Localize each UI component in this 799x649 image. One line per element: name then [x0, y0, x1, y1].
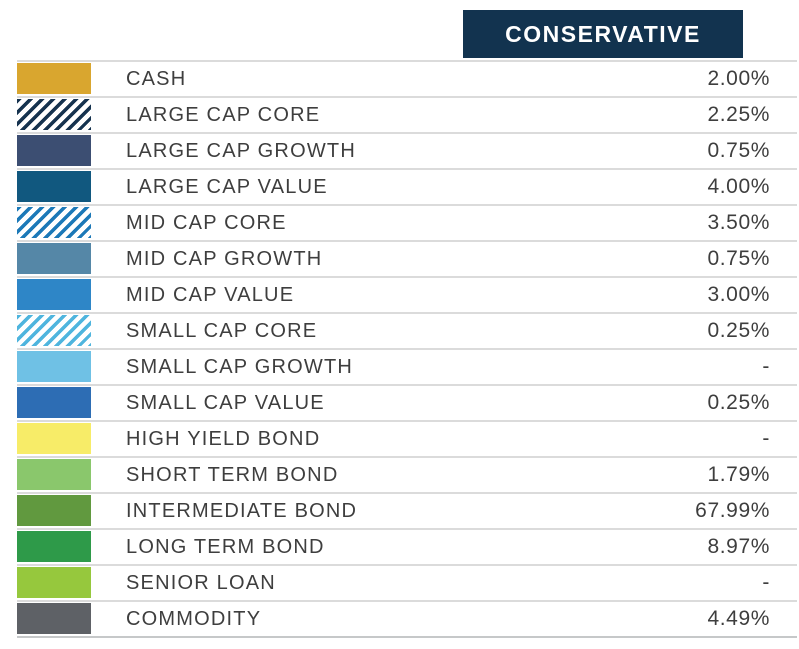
allocation-value: - [762, 571, 770, 594]
color-swatch [17, 279, 91, 310]
table-row: SENIOR LOAN - [17, 566, 797, 602]
color-swatch [17, 351, 91, 382]
table-row: LARGE CAP GROWTH 0.75% [17, 134, 797, 170]
asset-class-label: CASH [126, 67, 187, 90]
allocation-value: 0.75% [707, 247, 770, 270]
table-row: INTERMEDIATE BOND 67.99% [17, 494, 797, 530]
asset-class-label: LONG TERM BOND [126, 535, 325, 558]
asset-class-label: INTERMEDIATE BOND [126, 499, 358, 522]
color-swatch [17, 315, 91, 346]
asset-class-label: MID CAP GROWTH [126, 247, 323, 270]
color-swatch [17, 387, 91, 418]
table-row: COMMODITY 4.49% [17, 602, 797, 638]
color-swatch [17, 495, 91, 526]
allocation-value: - [762, 427, 770, 450]
asset-class-label: LARGE CAP GROWTH [126, 139, 356, 162]
asset-class-label: SMALL CAP CORE [126, 319, 318, 342]
allocation-value: 2.00% [707, 67, 770, 90]
asset-class-label: LARGE CAP VALUE [126, 175, 328, 198]
color-swatch [17, 99, 91, 130]
color-swatch [17, 135, 91, 166]
table-row: MID CAP VALUE 3.00% [17, 278, 797, 314]
color-swatch [17, 567, 91, 598]
allocation-value: 3.00% [707, 283, 770, 306]
table-row: MID CAP GROWTH 0.75% [17, 242, 797, 278]
color-swatch [17, 63, 91, 94]
allocation-value: 0.25% [707, 391, 770, 414]
asset-class-label: COMMODITY [126, 607, 262, 630]
table-row: HIGH YIELD BOND - [17, 422, 797, 458]
allocation-value: 4.49% [707, 607, 770, 630]
column-header-conservative: CONSERVATIVE [463, 10, 743, 58]
allocation-value: 2.25% [707, 103, 770, 126]
asset-class-label: HIGH YIELD BOND [126, 427, 321, 450]
table-row: SMALL CAP CORE 0.25% [17, 314, 797, 350]
asset-class-label: LARGE CAP CORE [126, 103, 321, 126]
table-row: LONG TERM BOND 8.97% [17, 530, 797, 566]
allocation-value: 1.79% [707, 463, 770, 486]
allocation-value: 0.75% [707, 139, 770, 162]
allocation-value: 4.00% [707, 175, 770, 198]
asset-class-label: SMALL CAP GROWTH [126, 355, 354, 378]
allocation-value: 0.25% [707, 319, 770, 342]
color-swatch [17, 603, 91, 634]
asset-class-label: SENIOR LOAN [126, 571, 276, 594]
table-row: SHORT TERM BOND 1.79% [17, 458, 797, 494]
table-row: CASH 2.00% [17, 62, 797, 98]
color-swatch [17, 459, 91, 490]
asset-class-label: SHORT TERM BOND [126, 463, 339, 486]
color-swatch [17, 531, 91, 562]
asset-class-label: MID CAP CORE [126, 211, 287, 234]
table-row: MID CAP CORE 3.50% [17, 206, 797, 242]
asset-class-label: SMALL CAP VALUE [126, 391, 325, 414]
table-row: LARGE CAP CORE 2.25% [17, 98, 797, 134]
table-row: SMALL CAP GROWTH - [17, 350, 797, 386]
allocation-value: 3.50% [707, 211, 770, 234]
allocation-value: - [762, 355, 770, 378]
color-swatch [17, 207, 91, 238]
color-swatch [17, 243, 91, 274]
table-row: LARGE CAP VALUE 4.00% [17, 170, 797, 206]
allocation-value: 67.99% [695, 499, 770, 522]
allocation-value: 8.97% [707, 535, 770, 558]
color-swatch [17, 171, 91, 202]
asset-class-label: MID CAP VALUE [126, 283, 295, 306]
allocation-table: CASH 2.00% LARGE CAP CORE 2.25% LARGE CA… [17, 60, 797, 638]
color-swatch [17, 423, 91, 454]
table-row: SMALL CAP VALUE 0.25% [17, 386, 797, 422]
